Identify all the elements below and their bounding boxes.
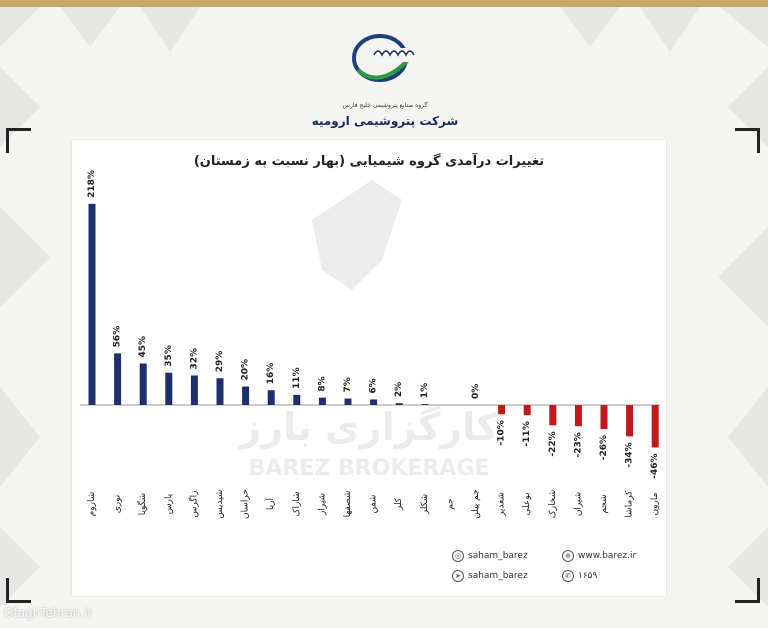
short-code: ۱۶۵۹ bbox=[578, 571, 598, 581]
website-link[interactable]: www.barez.ir bbox=[578, 551, 637, 561]
bar-7 bbox=[267, 390, 275, 405]
background-pattern bbox=[0, 7, 768, 607]
bar-5 bbox=[216, 378, 224, 405]
value-label-10: 7% bbox=[343, 377, 353, 392]
value-label-13: 1% bbox=[420, 383, 430, 398]
company-name: شرکت پتروشیمی ارومیه bbox=[311, 114, 459, 128]
value-label-9: 8% bbox=[317, 376, 327, 391]
frame-corner-bottom-left bbox=[6, 578, 31, 603]
category-label-10: شصفها bbox=[343, 491, 353, 518]
value-label-17: -11% bbox=[522, 421, 532, 446]
bar-17 bbox=[523, 405, 531, 416]
bar-18 bbox=[549, 405, 557, 426]
instagram-handle: saham_barez bbox=[468, 551, 528, 561]
footer-contacts: ◎ saham_barez ⊕ www.barez.ir ➤ saham_bar… bbox=[452, 550, 662, 590]
footer-instagram: ◎ saham_barez bbox=[452, 550, 528, 562]
bar-13 bbox=[421, 404, 429, 405]
value-label-21: -34% bbox=[625, 442, 635, 467]
category-label-5: شپدیس bbox=[215, 490, 225, 519]
value-label-6: 20% bbox=[241, 359, 251, 381]
value-label-2: 45% bbox=[138, 336, 148, 358]
value-label-3: 35% bbox=[164, 345, 174, 367]
source-watermark: OfoghTehran.ir bbox=[4, 606, 93, 620]
category-label-12: کلر bbox=[394, 497, 404, 511]
value-label-7: 16% bbox=[266, 363, 276, 385]
category-label-0: شاروم bbox=[87, 492, 97, 517]
petrochemical-logo-icon bbox=[352, 34, 426, 82]
category-label-7: آریا bbox=[264, 497, 276, 510]
telegram-handle: saham_barez bbox=[468, 571, 528, 581]
value-label-5: 29% bbox=[215, 351, 225, 373]
value-label-15: 0% bbox=[471, 384, 481, 399]
frame-corner-top-right bbox=[735, 128, 760, 153]
telegram-icon: ➤ bbox=[452, 570, 464, 582]
bars-group bbox=[88, 203, 659, 448]
value-label-16: -10% bbox=[497, 420, 507, 445]
bar-8 bbox=[293, 394, 301, 405]
frame-corner-bottom-right bbox=[735, 578, 760, 603]
value-label-1: 56% bbox=[113, 326, 123, 348]
bar-9 bbox=[318, 397, 326, 405]
footer-website: ⊕ www.barez.ir bbox=[562, 550, 636, 562]
value-label-19: -23% bbox=[573, 432, 583, 457]
category-label-18: شخارک bbox=[547, 490, 558, 519]
bar-6 bbox=[242, 386, 250, 405]
category-label-11: شفن bbox=[369, 495, 379, 514]
category-label-13: شکلر bbox=[420, 494, 430, 515]
bar-0 bbox=[88, 203, 96, 405]
value-label-11: 6% bbox=[369, 378, 379, 393]
value-labels-group: 218% 56% 45% 35% 32% 29% 20% 16% 11% 8% 7% 6% 2% 1% 0%… bbox=[87, 170, 660, 479]
category-label-17: بوعلی bbox=[522, 492, 532, 515]
category-label-16: شغدیر bbox=[497, 492, 507, 517]
chart-watermark: کارگزاری بارز BAREZ BROKERAGE bbox=[237, 180, 500, 481]
category-label-22: مارون bbox=[650, 492, 660, 515]
category-label-20: شجم bbox=[599, 494, 609, 513]
category-label-6: خراسان bbox=[241, 489, 251, 519]
value-label-20: -26% bbox=[599, 435, 609, 460]
bar-20 bbox=[600, 405, 608, 429]
value-label-4: 32% bbox=[189, 348, 199, 370]
category-label-1: نوری bbox=[113, 495, 123, 514]
category-labels-group: شاروم نوری شگویا پارس زاگرس شپدیس خراسان آریا شا… bbox=[87, 489, 660, 519]
bar-11 bbox=[370, 399, 378, 405]
bar-16 bbox=[498, 405, 506, 415]
category-label-21: کرماشا bbox=[625, 490, 635, 518]
category-label-14: جم bbox=[445, 498, 455, 510]
bar-4 bbox=[190, 375, 198, 405]
chart-title: تغییرات درآمدی گروه شیمیایی (بهار نسبت ب… bbox=[193, 154, 545, 169]
category-label-19: شیران bbox=[573, 492, 583, 516]
watermark-brokerage-fa: کارگزاری بارز bbox=[237, 405, 499, 449]
category-label-4: زاگرس bbox=[187, 490, 199, 517]
bar-1 bbox=[114, 353, 122, 405]
bar-22 bbox=[651, 405, 659, 448]
category-label-3: پارس bbox=[164, 493, 174, 514]
value-label-22: -46% bbox=[650, 453, 660, 478]
company-header: گروه صنایع پتروشیمی خلیج فارس شرکت پتروش… bbox=[300, 14, 470, 130]
chart-card: کارگزاری بارز BAREZ BROKERAGE 218% 56% 45%… bbox=[72, 140, 666, 596]
bar-19 bbox=[574, 405, 582, 427]
value-label-0: 218% bbox=[87, 170, 97, 198]
value-label-8: 11% bbox=[292, 367, 302, 389]
category-label-2: شگویا bbox=[136, 493, 148, 515]
value-label-12: 2% bbox=[394, 382, 404, 397]
bar-10 bbox=[344, 398, 352, 405]
category-label-9: شیراز bbox=[317, 493, 327, 516]
top-gold-band bbox=[0, 0, 768, 7]
frame-corner-top-left bbox=[6, 128, 31, 153]
phone-icon: ✆ bbox=[562, 570, 574, 582]
footer-phone: ✆ ۱۶۵۹ bbox=[562, 570, 597, 582]
bar-2 bbox=[139, 363, 147, 405]
instagram-icon: ◎ bbox=[452, 550, 464, 562]
bar-chart: کارگزاری بارز BAREZ BROKERAGE 218% 56% 45%… bbox=[80, 170, 660, 519]
bar-12 bbox=[395, 403, 403, 405]
logo-caption: گروه صنایع پتروشیمی خلیج فارس bbox=[342, 102, 428, 109]
category-label-8: شاراک bbox=[291, 491, 302, 516]
footer-telegram: ➤ saham_barez bbox=[452, 570, 528, 582]
watermark-brokerage-en: BAREZ BROKERAGE bbox=[249, 456, 490, 481]
value-label-18: -22% bbox=[548, 431, 558, 456]
bar-3 bbox=[165, 372, 173, 405]
bar-21 bbox=[626, 405, 634, 437]
category-label-15: جم پیلن bbox=[471, 489, 481, 518]
globe-icon: ⊕ bbox=[562, 550, 574, 562]
